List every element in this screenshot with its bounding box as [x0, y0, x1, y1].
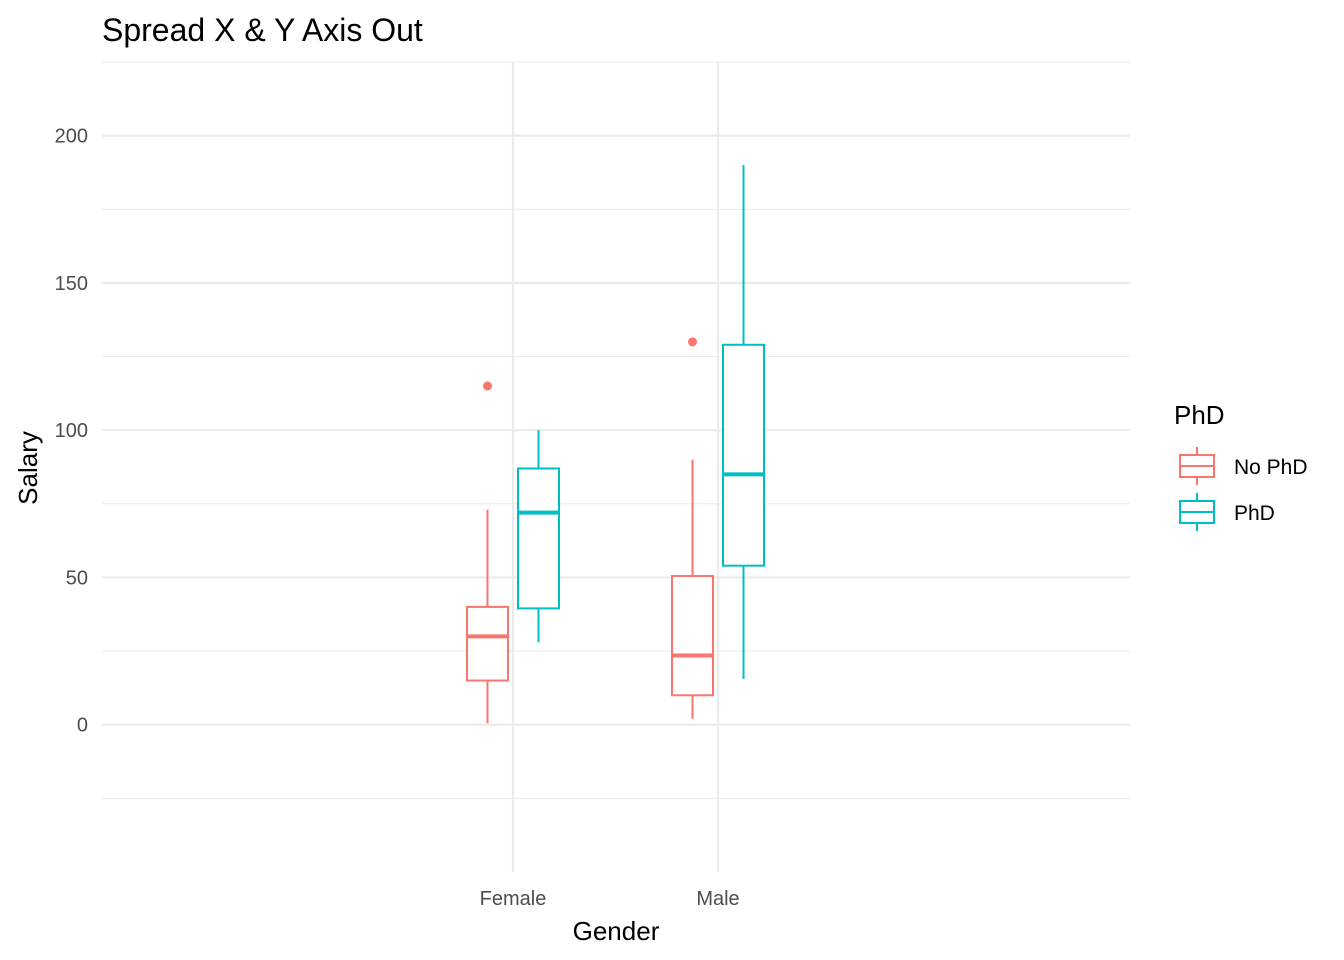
y-axis-title: Salary — [13, 431, 43, 505]
legend-item-phd: PhD — [1179, 493, 1275, 531]
major-gridlines — [102, 62, 1130, 872]
box-no-phd-male — [671, 337, 714, 719]
box-phd-male — [722, 165, 765, 680]
outlier-point — [483, 381, 492, 391]
x-tick-label: Female — [480, 888, 547, 910]
outlier-point — [688, 337, 697, 347]
legend-label: PhD — [1234, 502, 1275, 525]
box-iqr — [671, 574, 714, 697]
y-tick-label: 50 — [66, 567, 88, 589]
y-axis-tick-labels: 0 50 100 150 200 — [55, 126, 88, 737]
chart-title: Spread X & Y Axis Out — [102, 12, 423, 48]
legend-label: No PhD — [1234, 456, 1308, 479]
legend-item-no-phd: No PhD — [1179, 447, 1308, 485]
y-tick-label: 100 — [55, 420, 88, 442]
legend: PhD No PhD PhD — [1174, 400, 1308, 531]
y-tick-label: 0 — [77, 715, 88, 737]
box-iqr — [466, 605, 509, 682]
box-iqr — [722, 343, 765, 567]
legend-title: PhD — [1174, 400, 1225, 430]
box-series — [466, 165, 765, 724]
minor-gridlines — [102, 61, 1130, 799]
y-tick-label: 200 — [55, 126, 88, 148]
y-tick-label: 150 — [55, 273, 88, 295]
box-no-phd-female — [466, 381, 509, 724]
box-phd-female — [517, 430, 560, 643]
x-tick-label: Male — [696, 888, 739, 910]
x-axis-title: Gender — [573, 916, 660, 946]
x-axis-tick-labels: Female Male — [480, 888, 740, 910]
box-iqr — [517, 467, 560, 610]
